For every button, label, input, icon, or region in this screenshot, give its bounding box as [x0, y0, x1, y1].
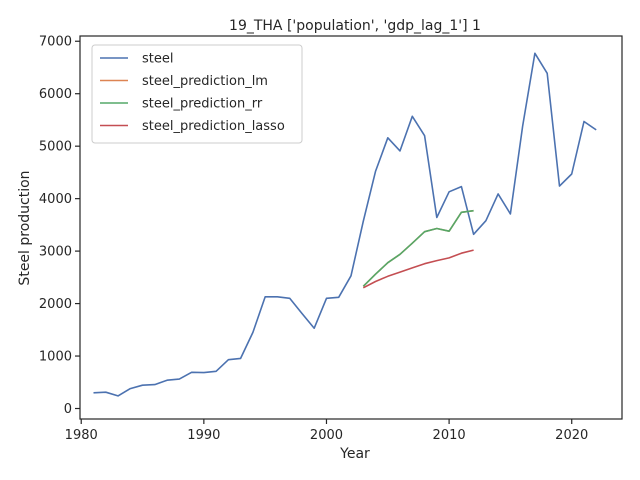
y-tick-label: 0	[64, 402, 72, 417]
y-tick-label: 4000	[39, 192, 72, 207]
series-line-steel_prediction_rr	[362, 209, 474, 287]
axes-frame	[79, 35, 623, 420]
legend-label: steel_prediction_lm	[142, 74, 268, 89]
x-tick-label: 2000	[310, 428, 343, 443]
series-line-steel_prediction_lasso	[362, 249, 474, 289]
legend-label: steel_prediction_lasso	[142, 119, 285, 134]
x-tick-label: 2020	[555, 428, 588, 443]
y-tick-label: 2000	[39, 297, 72, 312]
chart-title: 19_THA ['population', 'gdp_lag_1'] 1	[229, 18, 481, 34]
x-tick-label: 1990	[187, 428, 220, 443]
legend-label: steel	[142, 52, 173, 67]
y-tick-label: 5000	[39, 140, 72, 155]
legend-label: steel_prediction_rr	[142, 97, 263, 112]
series-line-steel	[93, 52, 597, 397]
y-tick-label: 1000	[39, 350, 72, 365]
series-line-steel_prediction_lm	[362, 209, 474, 287]
y-tick-label: 3000	[39, 245, 72, 260]
y-axis-label: Steel production	[17, 170, 33, 285]
legend-box	[91, 44, 303, 144]
legend: steel steel_prediction_lm steel_prediction…	[91, 44, 303, 144]
x-tick-label: 2010	[433, 428, 466, 443]
x-axis-label: Year	[339, 446, 370, 462]
x-tick-label: 1980	[65, 428, 98, 443]
y-tick-label: 6000	[39, 87, 72, 102]
plot-area: 1980 1990 2000 2010 2020 0 1000 2000 3000 4000 500…	[39, 35, 623, 443]
y-tick-label: 7000	[39, 35, 72, 50]
